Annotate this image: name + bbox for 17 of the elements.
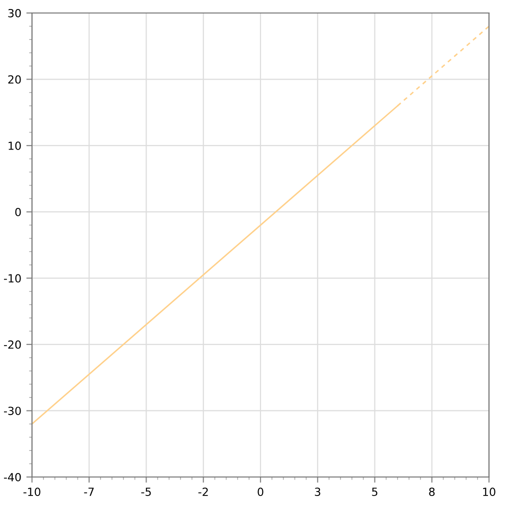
y-tick-label: 0 — [15, 208, 21, 216]
x-tick-label: 3 — [314, 488, 320, 496]
x-tick-label: 10 — [483, 488, 496, 496]
x-tick-label: -2 — [198, 488, 208, 496]
x-tick-label: -7 — [84, 488, 94, 496]
x-tick-label: -10 — [23, 488, 40, 496]
y-tick-label: -20 — [4, 340, 21, 349]
y-tick-label: 10 — [8, 142, 21, 150]
y-tick-label: -10 — [4, 274, 21, 283]
x-tick-label: 8 — [429, 488, 435, 496]
y-tick-label: 30 — [8, 8, 21, 18]
y-tick-label: -40 — [4, 472, 21, 482]
y-tick-label: 20 — [8, 75, 21, 84]
y-tick-label: -30 — [4, 406, 21, 416]
x-tick-label: 5 — [372, 488, 378, 496]
x-tick-label: 0 — [258, 488, 264, 496]
x-tick-label: -5 — [141, 488, 151, 496]
